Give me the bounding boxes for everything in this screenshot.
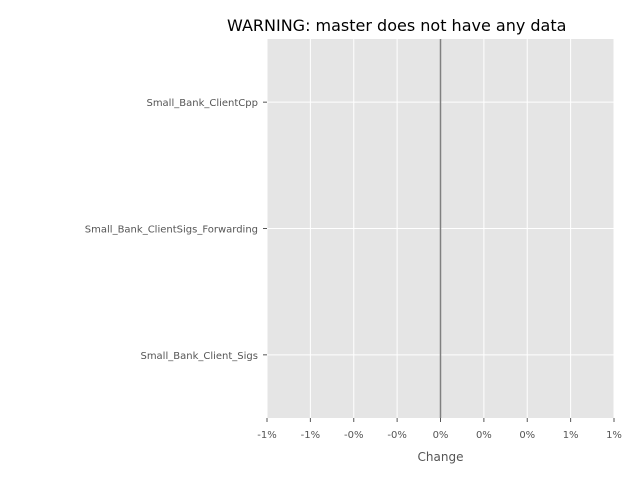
x-axis-label: Change [418, 450, 464, 464]
x-axis-ticks: -1% -1% -0% -0% 0% 0% 0% 1% 1% [257, 418, 622, 441]
x-tick-label: -0% [344, 430, 363, 441]
chart-title: WARNING: master does not have any data [227, 16, 566, 35]
x-tick-label: 0% [519, 430, 535, 441]
x-tick-label: 1% [606, 430, 622, 441]
y-tick-label: Small_Bank_ClientCpp [146, 98, 258, 109]
y-axis-ticks: Small_Bank_ClientCpp Small_Bank_ClientSig… [85, 98, 267, 362]
y-tick-label: Small_Bank_ClientSigs_Forwarding [85, 225, 258, 236]
x-tick-label: -1% [301, 430, 320, 441]
x-tick-label: 1% [563, 430, 579, 441]
x-tick-label: 0% [433, 430, 449, 441]
x-tick-label: -1% [257, 430, 276, 441]
x-tick-label: 0% [476, 430, 492, 441]
y-tick-label: Small_Bank_Client_Sigs [140, 351, 258, 362]
x-tick-label: -0% [387, 430, 406, 441]
